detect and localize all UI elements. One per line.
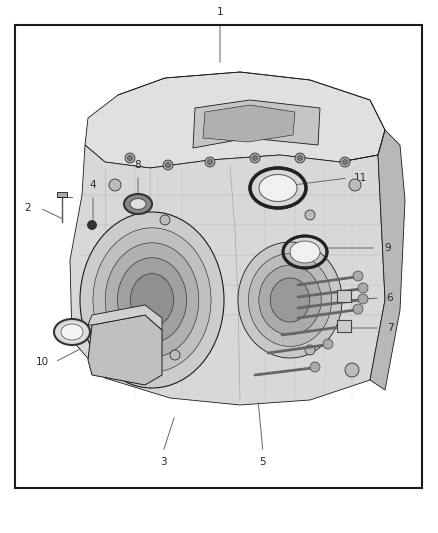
Circle shape xyxy=(353,304,363,314)
Circle shape xyxy=(358,294,368,304)
Polygon shape xyxy=(193,100,320,148)
Circle shape xyxy=(252,156,258,160)
Circle shape xyxy=(166,163,170,167)
Circle shape xyxy=(208,159,212,165)
Ellipse shape xyxy=(259,265,321,335)
Circle shape xyxy=(297,156,303,160)
Polygon shape xyxy=(370,130,405,390)
Ellipse shape xyxy=(105,243,199,357)
Circle shape xyxy=(163,160,173,170)
Circle shape xyxy=(127,156,133,160)
Polygon shape xyxy=(203,105,295,142)
Circle shape xyxy=(349,179,361,191)
Circle shape xyxy=(345,363,359,377)
Text: 1: 1 xyxy=(217,7,223,17)
Text: 8: 8 xyxy=(135,160,141,170)
Circle shape xyxy=(160,215,170,225)
Ellipse shape xyxy=(248,254,332,346)
Ellipse shape xyxy=(259,174,297,201)
Text: 11: 11 xyxy=(353,173,367,183)
Ellipse shape xyxy=(124,194,152,214)
Circle shape xyxy=(305,210,315,220)
Text: 6: 6 xyxy=(387,293,393,303)
Ellipse shape xyxy=(131,273,173,326)
Polygon shape xyxy=(88,315,162,385)
Circle shape xyxy=(125,153,135,163)
Text: 9: 9 xyxy=(385,243,391,253)
Circle shape xyxy=(340,157,350,167)
Circle shape xyxy=(338,321,348,331)
Ellipse shape xyxy=(61,324,83,340)
Polygon shape xyxy=(85,72,385,168)
Ellipse shape xyxy=(238,242,342,358)
Polygon shape xyxy=(70,145,385,405)
Circle shape xyxy=(310,362,320,372)
Text: 5: 5 xyxy=(260,457,266,467)
Circle shape xyxy=(358,283,368,293)
Text: 4: 4 xyxy=(90,180,96,190)
Ellipse shape xyxy=(270,278,310,322)
Ellipse shape xyxy=(80,212,224,388)
Text: 10: 10 xyxy=(35,357,49,367)
Polygon shape xyxy=(88,305,162,330)
Ellipse shape xyxy=(130,198,146,209)
Circle shape xyxy=(323,339,333,349)
Ellipse shape xyxy=(290,241,320,263)
Text: 2: 2 xyxy=(25,203,31,213)
Ellipse shape xyxy=(93,228,211,372)
Circle shape xyxy=(250,153,260,163)
Circle shape xyxy=(205,157,215,167)
Circle shape xyxy=(353,271,363,281)
Circle shape xyxy=(305,345,315,355)
Bar xyxy=(57,192,67,197)
Bar xyxy=(337,290,351,302)
Circle shape xyxy=(170,350,180,360)
Text: 3: 3 xyxy=(160,457,166,467)
Ellipse shape xyxy=(117,258,187,342)
Circle shape xyxy=(343,159,347,165)
Bar xyxy=(15,25,422,488)
Circle shape xyxy=(109,179,121,191)
Text: 7: 7 xyxy=(387,323,393,333)
Bar xyxy=(337,320,351,332)
Circle shape xyxy=(88,221,96,230)
Ellipse shape xyxy=(54,319,90,345)
Circle shape xyxy=(295,153,305,163)
Circle shape xyxy=(111,363,125,377)
